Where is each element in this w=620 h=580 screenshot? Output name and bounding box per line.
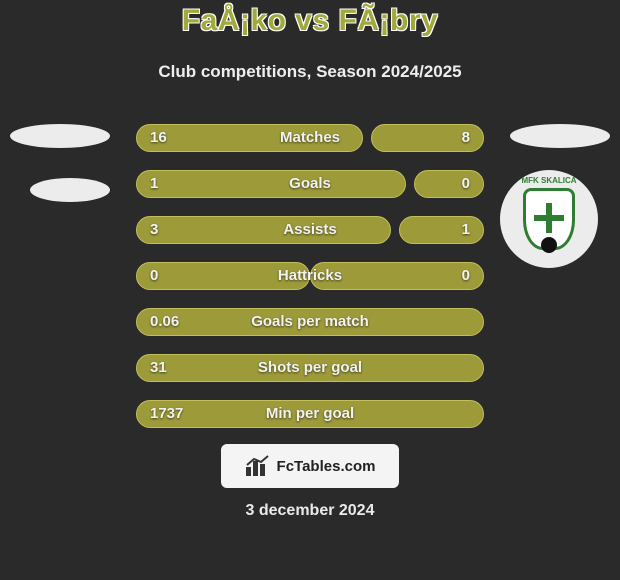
page-subtitle: Club competitions, Season 2024/2025 — [0, 62, 620, 82]
stat-label: Matches — [136, 124, 484, 152]
comparison-chart: 168Matches 10Goals 31Assists 00Hattricks 0.0… — [136, 124, 484, 446]
left-club-logo-1 — [10, 124, 110, 148]
chart-row: 00Hattricks — [136, 262, 484, 290]
stat-label: Assists — [136, 216, 484, 244]
right-club-logo-1 — [510, 124, 610, 148]
chart-row: 1737Min per goal — [136, 400, 484, 428]
chart-row: 31Shots per goal — [136, 354, 484, 382]
stat-label: Hattricks — [136, 262, 484, 290]
right-club-name: MFK SKALICA — [500, 176, 598, 185]
stat-label: Goals per match — [136, 308, 484, 336]
page-title: FaÅ¡ko vs FÃ¡bry — [0, 4, 620, 38]
left-club-logo-2 — [30, 178, 110, 202]
chart-row: 10Goals — [136, 170, 484, 198]
comparison-infographic: FaÅ¡ko vs FÃ¡bry Club competitions, Seas… — [0, 0, 620, 580]
chart-row: 0.06Goals per match — [136, 308, 484, 336]
date-stamp: 3 december 2024 — [0, 502, 620, 520]
watermark-plate: FcTables.com — [221, 444, 399, 488]
stat-label: Shots per goal — [136, 354, 484, 382]
chart-row: 168Matches — [136, 124, 484, 152]
stat-label: Min per goal — [136, 400, 484, 428]
right-club-logo-2: MFK SKALICA 1920 — [500, 170, 598, 268]
shield-icon — [523, 188, 575, 250]
watermark-text: FcTables.com — [277, 458, 376, 475]
stat-label: Goals — [136, 170, 484, 198]
bars-icon — [245, 455, 271, 477]
chart-row: 31Assists — [136, 216, 484, 244]
